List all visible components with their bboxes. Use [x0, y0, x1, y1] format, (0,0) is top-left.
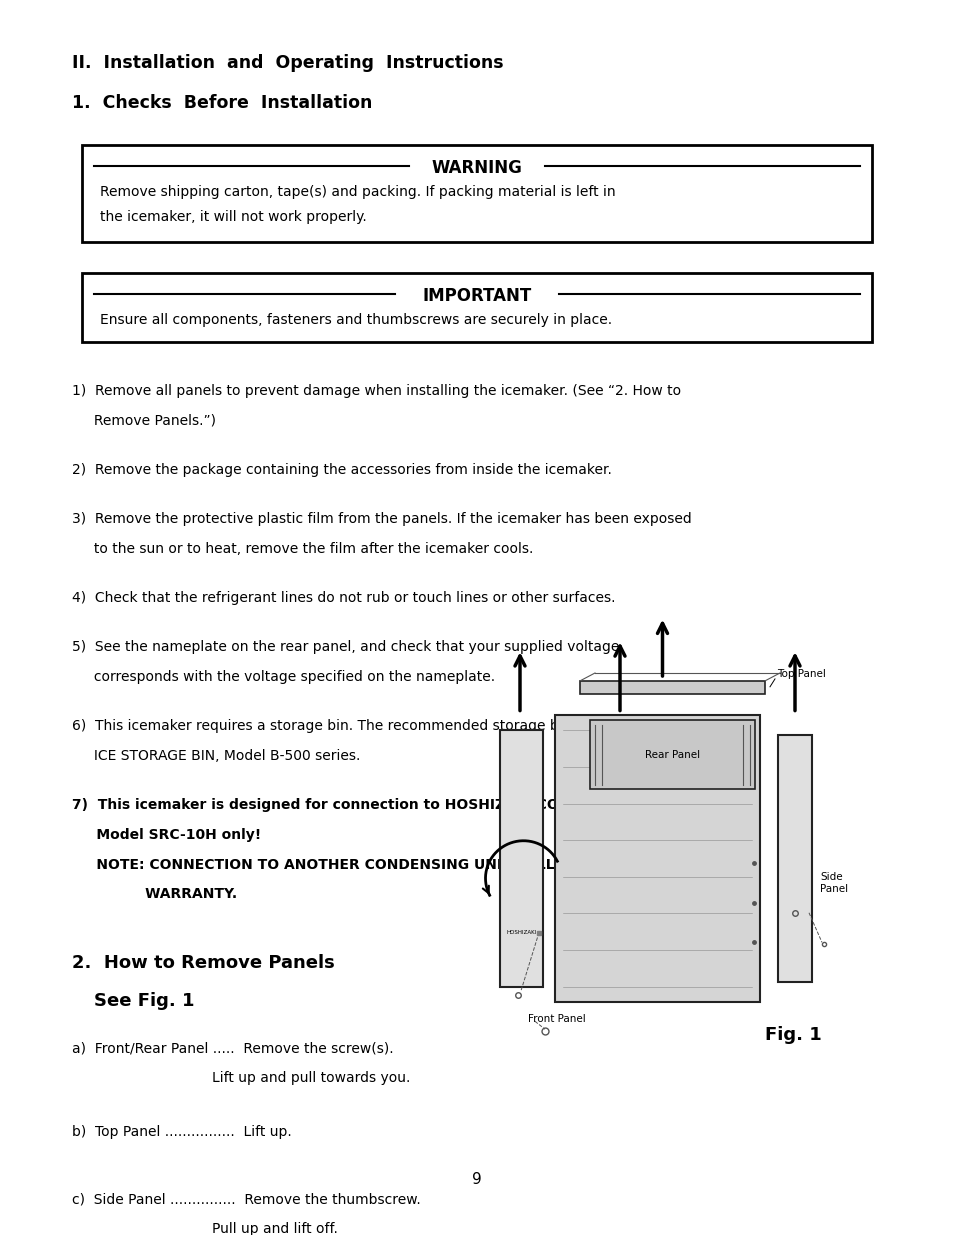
Text: Top Panel: Top Panel — [776, 669, 825, 679]
Bar — [82, 144, 871, 242]
Text: 2)  Remove the package containing the accessories from inside the icemaker.: 2) Remove the package containing the acc… — [71, 463, 611, 477]
Text: Remove shipping carton, tape(s) and packing. If packing material is left in: Remove shipping carton, tape(s) and pack… — [100, 184, 615, 199]
Text: 1)  Remove all panels to prevent damage when installing the icemaker. (See “2. H: 1) Remove all panels to prevent damage w… — [71, 384, 680, 398]
Text: IMPORTANT: IMPORTANT — [422, 288, 531, 305]
Text: c)  Side Panel ...............  Remove the thumbscrew.: c) Side Panel ............... Remove the… — [71, 1192, 420, 1207]
Text: Remove Panels.”): Remove Panels.”) — [71, 414, 215, 427]
Text: Ensure all components, fasteners and thumbscrews are securely in place.: Ensure all components, fasteners and thu… — [100, 312, 612, 327]
Bar — [589, 720, 754, 789]
Text: to the sun or to heat, remove the film after the icemaker cools.: to the sun or to heat, remove the film a… — [71, 542, 533, 556]
Text: NOTE: CONNECTION TO ANOTHER CONDENSING UNIT WILL VOID: NOTE: CONNECTION TO ANOTHER CONDENSING U… — [71, 857, 598, 872]
Text: 4)  Check that the refrigerant lines do not rub or touch lines or other surfaces: 4) Check that the refrigerant lines do n… — [71, 592, 615, 605]
Text: Pull up and lift off.: Pull up and lift off. — [71, 1221, 337, 1235]
Text: See Fig. 1: See Fig. 1 — [94, 992, 194, 1010]
Text: 1.  Checks  Before  Installation: 1. Checks Before Installation — [71, 94, 372, 111]
Text: ICE STORAGE BIN, Model B-500 series.: ICE STORAGE BIN, Model B-500 series. — [71, 748, 360, 763]
Text: HOSHIZAKI: HOSHIZAKI — [506, 930, 536, 935]
Text: 9: 9 — [472, 1172, 481, 1187]
Text: Side
Panel: Side Panel — [820, 872, 847, 894]
Text: WARNING: WARNING — [431, 159, 522, 177]
Text: corresponds with the voltage specified on the nameplate.: corresponds with the voltage specified o… — [71, 671, 495, 684]
Text: Lift up and pull towards you.: Lift up and pull towards you. — [71, 1071, 410, 1084]
Text: Rear Panel: Rear Panel — [644, 750, 700, 760]
Text: a)  Front/Rear Panel .....  Remove the screw(s).: a) Front/Rear Panel ..... Remove the scr… — [71, 1041, 394, 1055]
Text: Front Panel: Front Panel — [527, 1014, 585, 1024]
Bar — [82, 273, 871, 342]
Text: 2.  How to Remove Panels: 2. How to Remove Panels — [71, 955, 335, 972]
Text: 3)  Remove the protective plastic film from the panels. If the icemaker has been: 3) Remove the protective plastic film fr… — [71, 513, 691, 526]
Text: Fig. 1: Fig. 1 — [763, 1026, 821, 1045]
Text: WARRANTY.: WARRANTY. — [71, 887, 237, 902]
Text: II.  Installation  and  Operating  Instructions: II. Installation and Operating Instructi… — [71, 54, 503, 73]
Text: Model SRC-10H only!: Model SRC-10H only! — [71, 827, 261, 842]
Text: b)  Top Panel ................  Lift up.: b) Top Panel ................ Lift up. — [71, 1125, 292, 1139]
Text: 7)  This icemaker is designed for connection to HOSHIZAKI CONDENSING UNIT,: 7) This icemaker is designed for connect… — [71, 798, 686, 813]
Bar — [555, 715, 760, 1002]
Text: the icemaker, it will not work properly.: the icemaker, it will not work properly. — [100, 210, 366, 225]
Bar — [778, 735, 811, 982]
Text: 5)  See the nameplate on the rear panel, and check that your supplied voltage: 5) See the nameplate on the rear panel, … — [71, 641, 618, 655]
Text: 6)  This icemaker requires a storage bin. The recommended storage bin is HOSHIZA: 6) This icemaker requires a storage bin.… — [71, 719, 667, 734]
Bar — [579, 680, 764, 694]
Bar — [499, 730, 542, 987]
